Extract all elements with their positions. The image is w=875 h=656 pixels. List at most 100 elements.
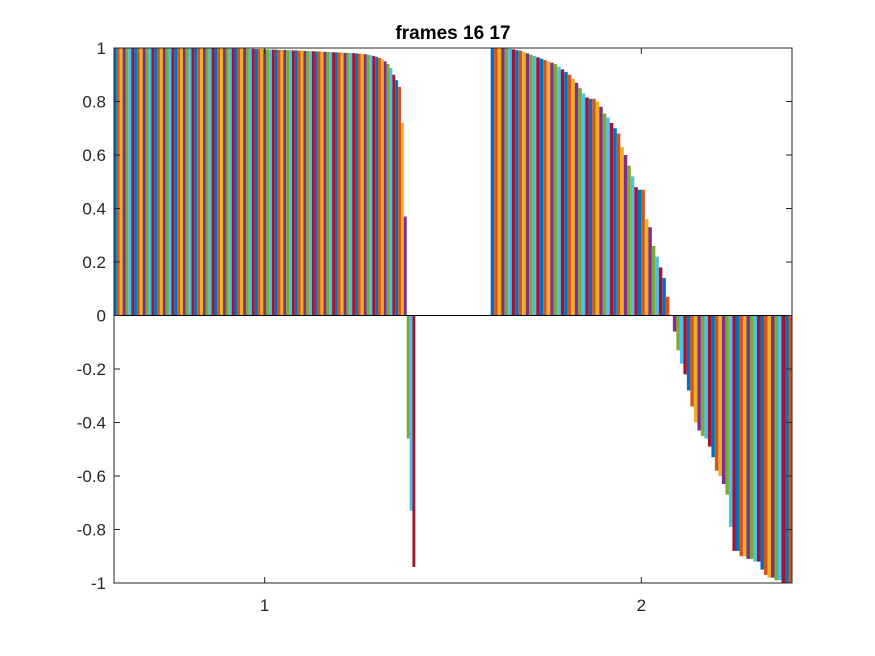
bar-group2-4 [501,48,505,316]
bar-group1-79 [337,52,341,316]
bar-group2-79 [763,315,768,575]
bar-group1-26 [185,48,189,316]
bar-group2-45 [644,219,649,316]
bar-group1-70 [312,51,315,316]
bar-group2-84 [781,315,785,583]
bar-group1-76 [329,52,333,316]
bar-group1-18 [162,48,166,316]
bar-group2-32 [599,106,603,316]
bar-group2-29 [588,98,593,316]
bar-group1-21 [171,48,175,316]
x-tick-label: 1 [260,596,269,615]
bar-group2-35 [609,122,614,316]
bar-group2-46 [648,227,652,316]
bar-group1-63 [291,50,295,316]
x-tick-label: 2 [637,596,646,615]
bar-group2-54 [676,315,680,351]
bar-group2-26 [578,88,582,316]
bar-group1-98 [392,74,396,316]
bar-group2-36 [613,128,617,316]
bar-group2-85 [784,315,789,583]
bar-group2-24 [571,78,575,316]
bar-group1-99 [395,80,399,316]
bar-group2-69 [728,315,733,527]
bar-group1-66 [300,50,304,316]
bar-group2-82 [774,315,778,581]
bar-group2-33 [602,113,607,316]
bar-group1-71 [314,51,318,316]
bar-group1-83 [349,53,353,316]
bar-group2-65 [714,315,719,471]
bar-group2-61 [700,315,705,436]
bar-group2-2 [494,48,498,316]
bar-group1-9 [136,48,140,316]
bar-group1-4 [122,48,126,316]
bar-group2-75 [749,315,754,559]
bar-group2-78 [760,315,764,570]
bar-group1-100 [398,86,401,316]
bar-group2-44 [641,189,645,316]
bar-group2-34 [606,117,610,316]
bars-layer [114,48,792,583]
bar-group2-6 [508,48,512,316]
ticks-layer: -1 -0.8 -0.6 -0.4 -0.2 0 0.2 0.4 0.6 0.8 1 1 2 [77,39,792,615]
bar-group1-34 [208,48,212,316]
bar-group1-11 [142,48,146,316]
bar-group2-3 [497,48,502,316]
bar-group1-52 [260,49,264,316]
bar-group1-88 [363,54,367,316]
bar-group2-38 [620,146,624,316]
bar-group2-15 [539,58,544,316]
bar-group1-27 [188,48,192,316]
bar-group2-63 [707,315,712,447]
bar-group2-58 [690,315,694,407]
bar-group1-97 [389,68,393,316]
bar-group2-66 [718,315,722,476]
bar-group2-74 [746,315,750,559]
bar-group1-13 [148,48,152,316]
y-tick-label: -0.6 [77,467,106,486]
bar-group1-3 [119,48,123,316]
bar-group1-44 [237,48,241,316]
bar-group2-55 [679,315,684,364]
bar-group1-89 [366,54,370,316]
bar-group2-5 [504,48,509,316]
bar-group2-23 [567,74,572,316]
bar-group2-12 [529,54,533,316]
bar-group2-30 [592,98,596,316]
bar-group2-31 [595,101,600,316]
bar-group1-75 [326,52,330,316]
chart-title: frames 16 17 [395,23,510,44]
bar-group2-7 [511,49,516,316]
bar-group2-19 [553,64,558,316]
bar-group1-7 [131,48,135,316]
bar-group1-40 [225,48,229,316]
bar-group1-60 [283,49,287,316]
y-tick-label: 0.4 [82,200,106,219]
bar-group2-28 [585,97,589,316]
bar-group1-72 [317,51,321,316]
bar-group2-1 [490,48,495,316]
bar-group1-50 [254,49,258,316]
bar-group1-8 [134,48,137,316]
bar-group1-59 [280,49,284,316]
bar-group2-21 [560,69,565,316]
bar-group2-86 [788,315,792,583]
bar-group1-12 [145,48,149,316]
y-tick-label: -0.2 [77,360,106,379]
bar-group2-71 [735,315,740,551]
bar-group1-65 [297,50,301,316]
bar-group2-62 [704,315,708,439]
bar-group1-68 [306,50,310,316]
bar-group1-94 [380,59,384,316]
bar-group1-57 [274,49,278,316]
bar-group2-11 [525,53,530,316]
bar-group1-77 [332,52,335,316]
bar-group2-72 [739,315,743,557]
bar-group1-29 [194,48,198,316]
bar-group1-74 [323,51,327,316]
bar-group1-51 [257,49,261,316]
bar-group2-14 [536,57,540,316]
bar-group1-87 [360,53,364,316]
